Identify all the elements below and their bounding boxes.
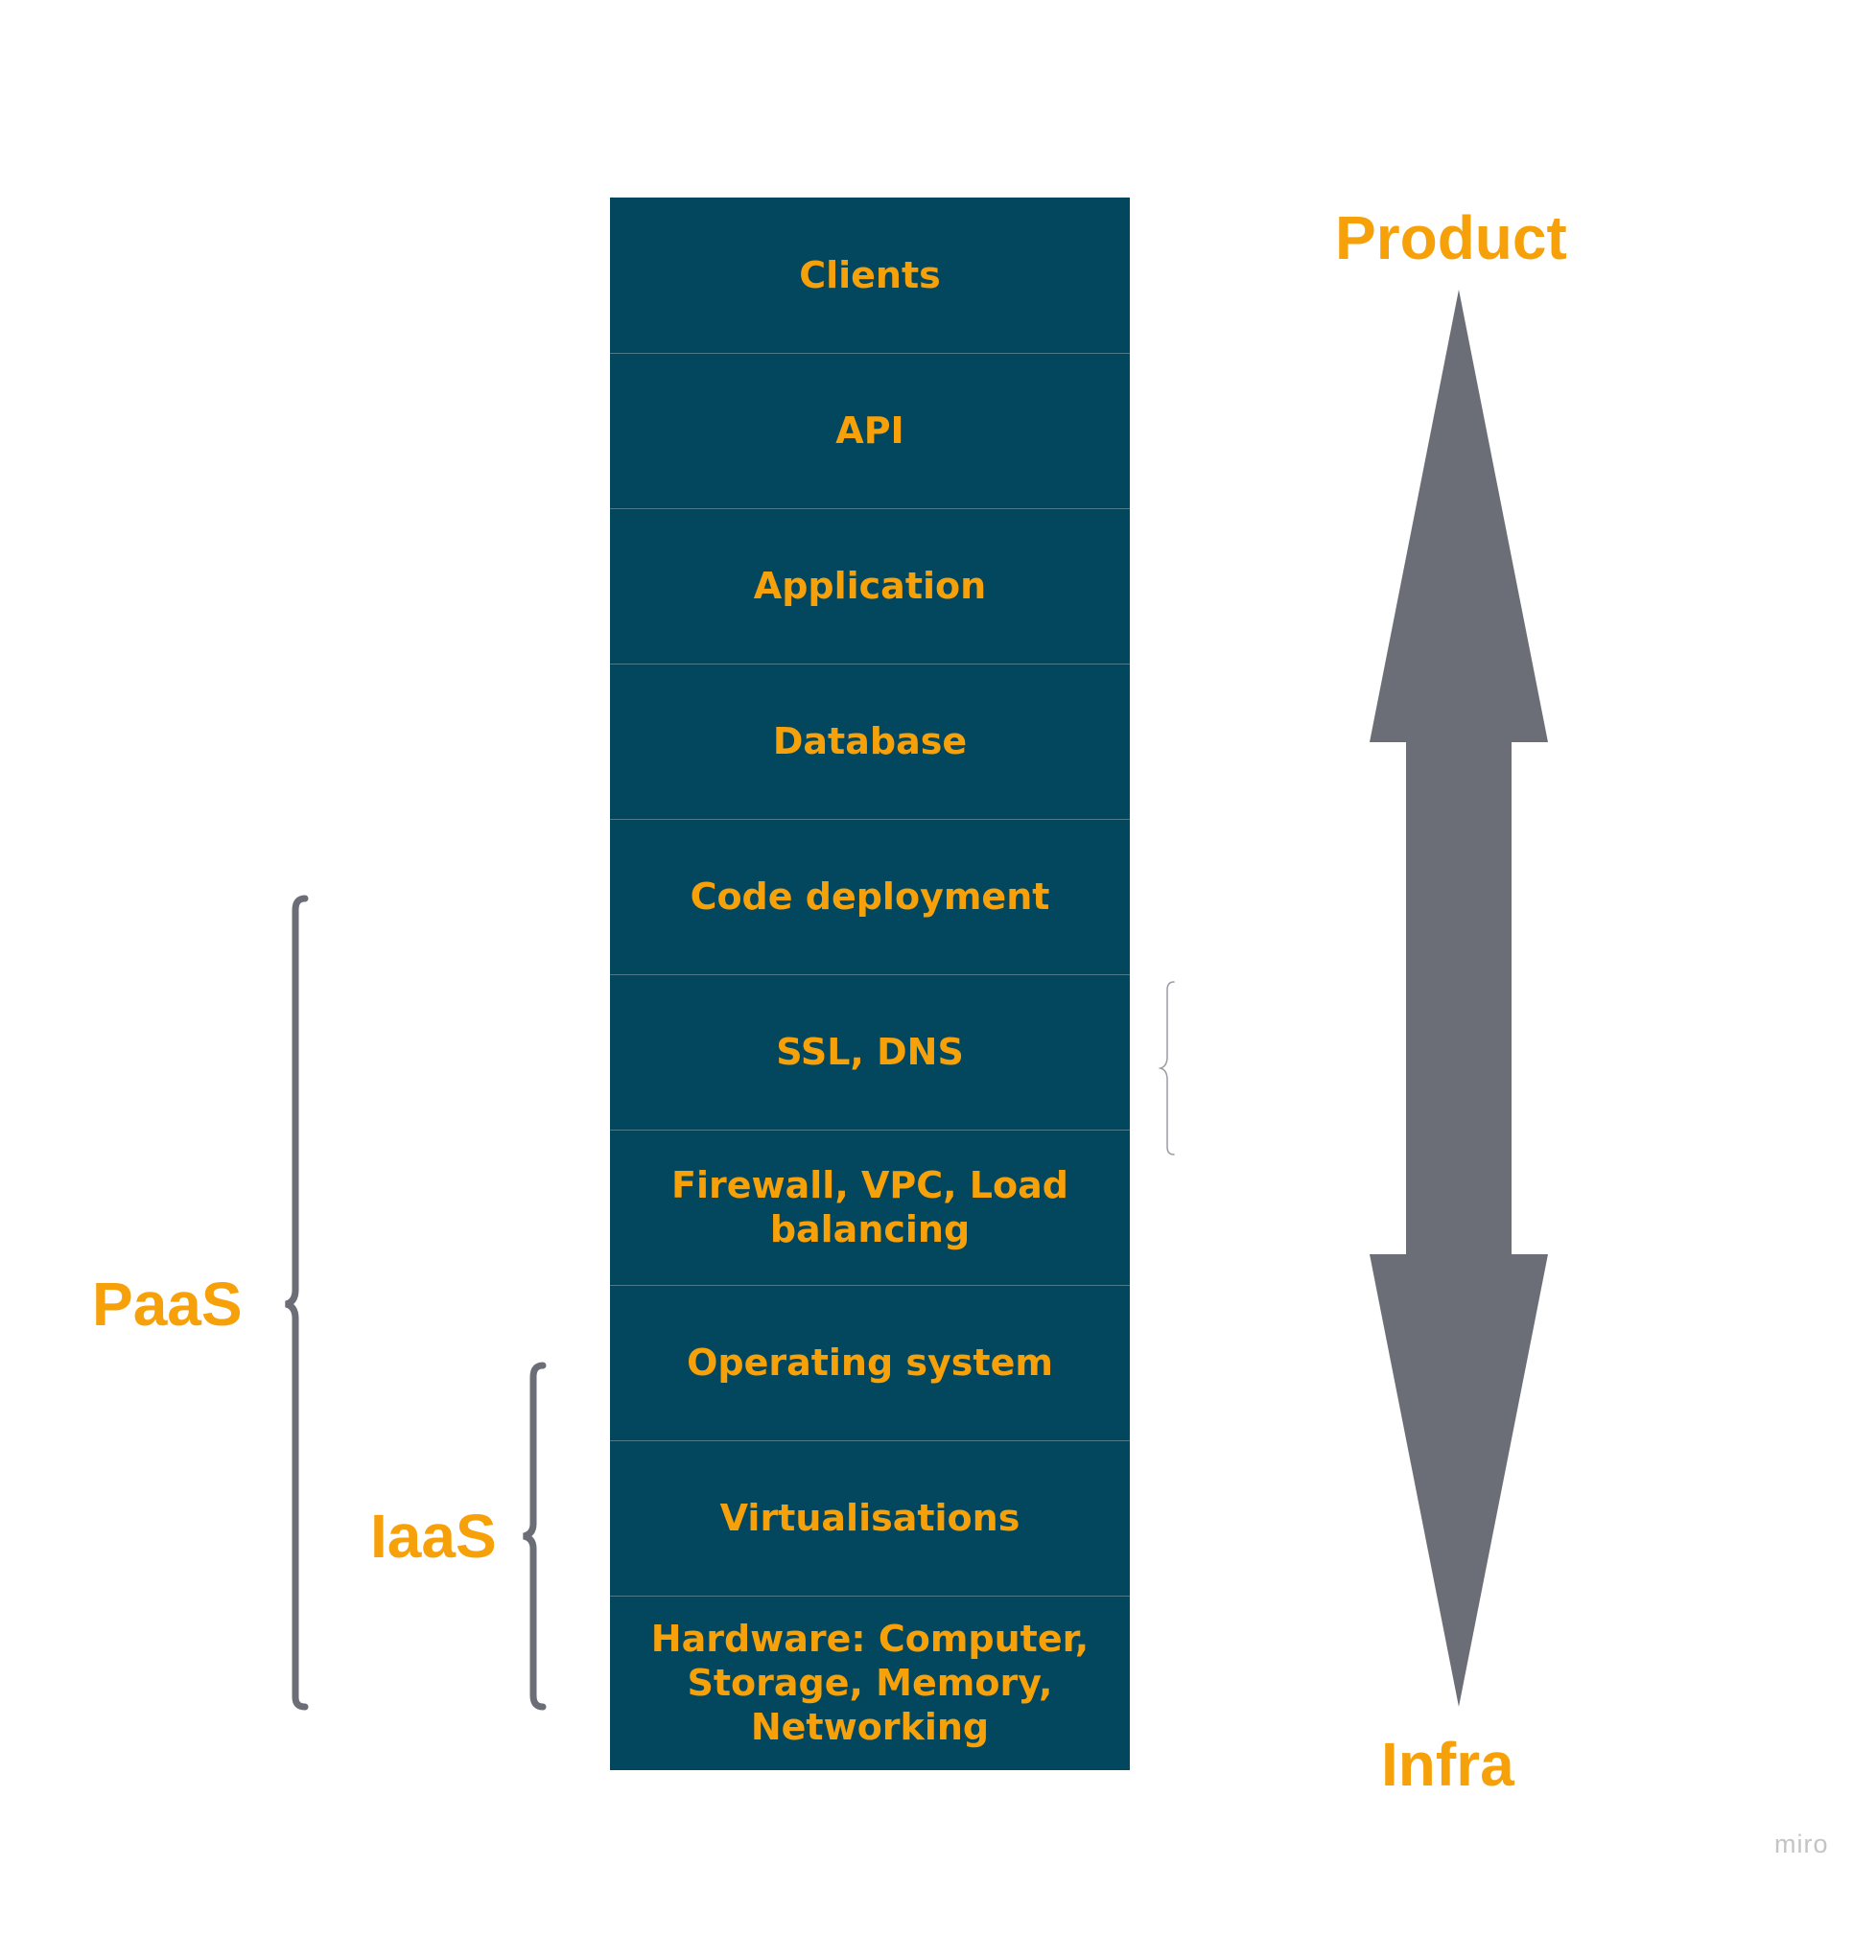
layer-divider <box>610 974 1130 975</box>
double-arrow <box>1370 290 1548 1707</box>
layer-divider <box>610 353 1130 354</box>
layer-divider <box>610 819 1130 820</box>
layer-clients: Clients <box>799 254 941 296</box>
layer-divider <box>610 508 1130 509</box>
layer-virtualisations: Virtualisations <box>719 1497 1020 1539</box>
layer-divider <box>610 1130 1130 1131</box>
iaas-bracket <box>523 1362 547 1711</box>
layer-divider <box>610 664 1130 665</box>
product-label: Product <box>1335 203 1567 272</box>
iaas-label: IaaS <box>370 1502 497 1571</box>
watermark: miro <box>1774 1830 1829 1858</box>
layer-operating-system: Operating system <box>687 1342 1053 1384</box>
layer-divider <box>610 1440 1130 1441</box>
layer-database: Database <box>772 720 968 762</box>
layer-stack: Clients API Application Database Code de… <box>610 198 1130 1770</box>
layer-divider <box>610 1596 1130 1597</box>
infra-label: Infra <box>1381 1730 1514 1799</box>
ssl-dns-bracket <box>1158 981 1175 1155</box>
paas-label: PaaS <box>92 1270 243 1339</box>
layer-api: API <box>835 409 904 452</box>
layer-firewall-vpc: Firewall, VPC, Load balancing <box>671 1164 1068 1250</box>
layer-application: Application <box>753 565 987 607</box>
layer-ssl-dns: SSL, DNS <box>776 1031 964 1073</box>
layer-hardware: Hardware: Computer, Storage, Memory, Net… <box>650 1618 1090 1748</box>
paas-bracket <box>285 895 309 1711</box>
layer-divider <box>610 1285 1130 1286</box>
layer-code-deployment: Code deployment <box>690 875 1050 918</box>
